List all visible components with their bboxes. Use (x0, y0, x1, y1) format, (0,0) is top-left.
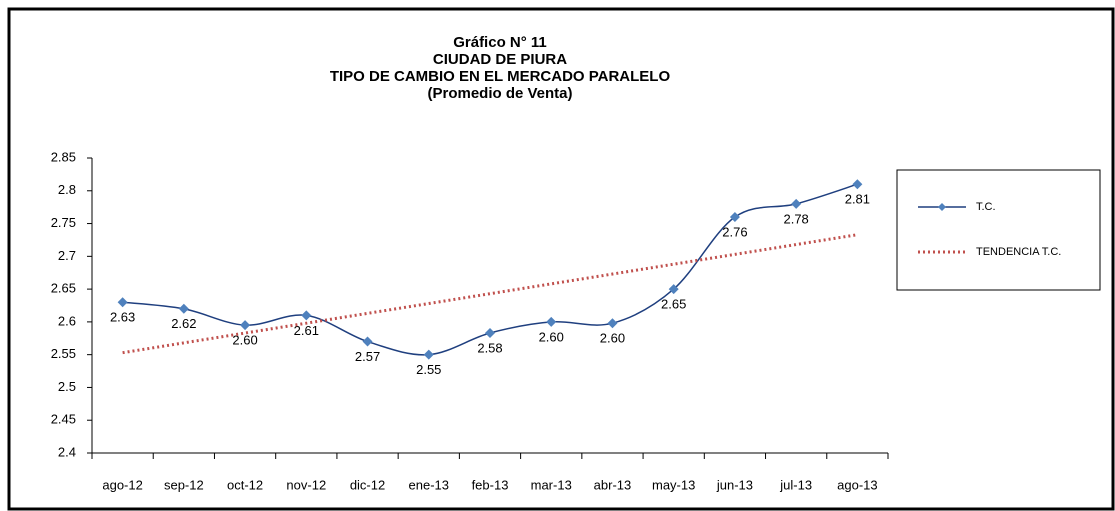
point-marker (607, 318, 618, 329)
data-label: 2.55 (416, 362, 441, 377)
y-tick-label: 2.4 (58, 444, 76, 459)
point-marker (852, 179, 863, 190)
x-tick-label: feb-13 (472, 477, 509, 492)
x-tick-label: abr-13 (594, 477, 632, 492)
point-marker (362, 336, 373, 347)
x-tick-label: ago-12 (102, 477, 142, 492)
x-tick-label: ene-13 (409, 477, 449, 492)
data-label: 2.62 (171, 316, 196, 331)
legend-marker (938, 203, 946, 211)
data-label: 2.63 (110, 310, 135, 325)
x-tick-label: nov-12 (286, 477, 326, 492)
trend-line (122, 233, 858, 355)
y-tick-label: 2.65 (51, 281, 76, 296)
data-label: 2.61 (294, 323, 319, 338)
legend-label: TENDENCIA T.C. (976, 246, 1061, 258)
y-tick-label: 2.8 (58, 182, 76, 197)
chart-title: CIUDAD DE PIURA (433, 51, 567, 68)
point-marker (423, 349, 434, 360)
data-label: 2.58 (477, 340, 502, 355)
x-tick-label: jul-13 (779, 477, 812, 492)
x-tick-label: sep-12 (164, 477, 204, 492)
data-label: 2.76 (722, 224, 747, 239)
point-marker (178, 303, 189, 314)
point-marker (546, 316, 557, 327)
data-label: 2.60 (600, 331, 625, 346)
x-tick-label: mar-13 (531, 477, 572, 492)
y-tick-label: 2.45 (51, 412, 76, 427)
point-marker (791, 198, 802, 209)
point-marker (117, 297, 128, 308)
legend-label: T.C. (976, 201, 996, 213)
y-tick-label: 2.55 (51, 346, 76, 361)
point-marker (240, 320, 251, 331)
point-marker (301, 310, 312, 321)
data-label: 2.60 (539, 329, 564, 344)
chart-title: TIPO DE CAMBIO EN EL MERCADO PARALELO (330, 68, 671, 85)
x-tick-label: may-13 (652, 477, 695, 492)
x-tick-label: dic-12 (350, 477, 385, 492)
x-tick-label: oct-12 (227, 477, 263, 492)
y-tick-label: 2.5 (58, 379, 76, 394)
chart-title: Gráfico N° 11 (453, 34, 547, 51)
point-marker (485, 328, 495, 339)
x-tick-label: ago-13 (837, 477, 877, 492)
data-label: 2.81 (845, 192, 870, 207)
data-label: 2.57 (355, 349, 380, 364)
chart-title: (Promedio de Venta) (427, 85, 572, 102)
point-marker (729, 212, 740, 222)
y-tick-label: 2.85 (51, 149, 76, 164)
y-tick-label: 2.75 (51, 215, 76, 230)
y-tick-label: 2.6 (58, 313, 76, 328)
x-tick-label: jun-13 (716, 477, 753, 492)
data-label: 2.65 (661, 297, 686, 312)
y-tick-label: 2.7 (58, 248, 76, 263)
legend-box (896, 169, 1101, 291)
data-label: 2.60 (232, 333, 257, 348)
point-marker (668, 284, 679, 295)
data-label: 2.78 (783, 211, 808, 226)
